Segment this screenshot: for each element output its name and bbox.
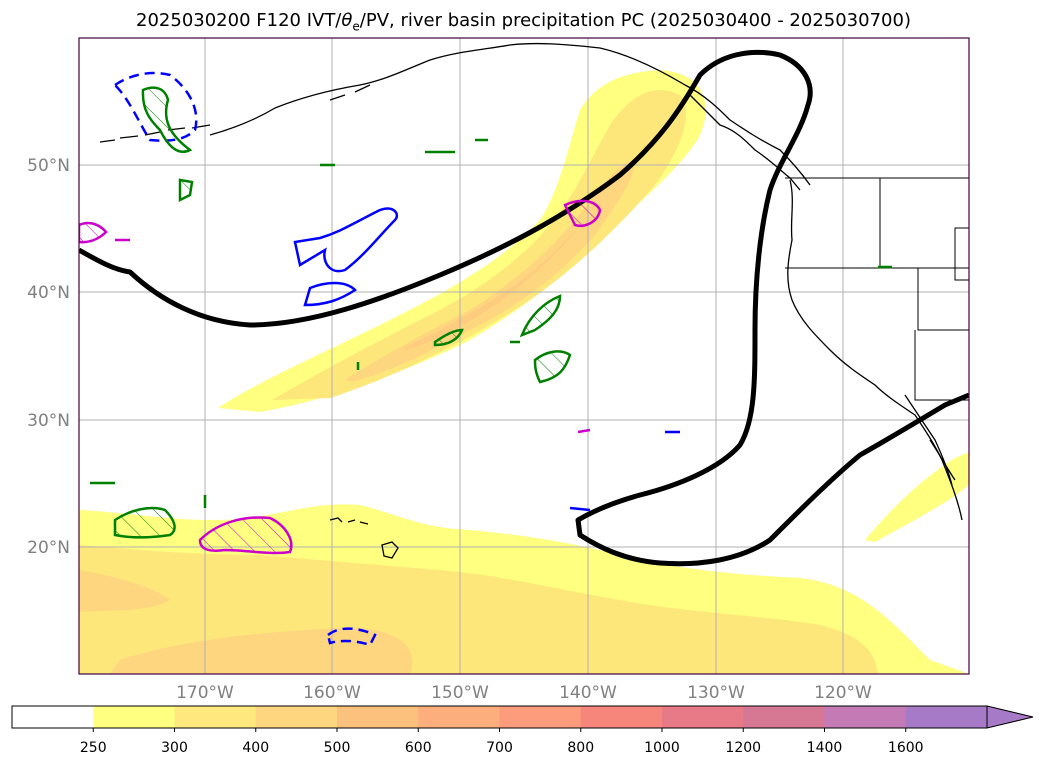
- pv-contours-low: [113, 71, 680, 647]
- colorbar-label: 700: [486, 740, 513, 756]
- ivt-south-400b: [110, 627, 413, 674]
- lat-tick-labels: 50°N 40°N 30°N 20°N: [27, 156, 70, 558]
- colorbar-segments: [12, 706, 988, 728]
- colorbar-segment: [743, 706, 825, 728]
- colorbar-label: 400: [242, 740, 269, 756]
- pv-high-2: [563, 199, 602, 227]
- theta-symbol: θ: [341, 10, 353, 31]
- title-prefix: 2025030200 F120 IVT/: [136, 10, 342, 31]
- lon-label-120w: 120°W: [814, 683, 872, 703]
- baja-gulf: [904, 394, 956, 486]
- ivt-ar-250: [218, 70, 706, 412]
- pv-low-1: [293, 207, 399, 273]
- colorbar-label: 800: [567, 740, 594, 756]
- ivt-east-250: [865, 452, 969, 542]
- colorbar-segment: [337, 706, 419, 728]
- colorbar-label: 500: [324, 740, 351, 756]
- colorbar-segment: [255, 706, 338, 728]
- alaska-coast: [209, 42, 811, 186]
- theta-e-small: [90, 138, 892, 508]
- pv-high-4: [115, 238, 591, 434]
- theta-subscript: e: [352, 19, 360, 34]
- colorbar-label: 300: [161, 740, 188, 756]
- hawaii: [329, 517, 399, 559]
- coastlines: [99, 42, 969, 559]
- theta-e-4: [433, 328, 464, 347]
- colorbar-label: 1400: [807, 740, 843, 756]
- lat-label-20: 20°N: [27, 538, 70, 558]
- theta-e-6: [178, 178, 194, 203]
- colorbar-segment: [824, 706, 907, 728]
- pv-contours-high: [79, 199, 602, 555]
- colorbar-label: 250: [80, 740, 107, 756]
- colorbar-label: 1200: [725, 740, 761, 756]
- pv-low-dashed-1: [113, 71, 198, 142]
- theta-e-contours: [90, 86, 892, 539]
- lat-label-30: 30°N: [27, 411, 70, 431]
- colorbar-segment: [662, 706, 744, 728]
- aleutians: [99, 84, 371, 143]
- map-frame: [78, 37, 970, 675]
- pc-contour: [79, 49, 969, 567]
- colorbar-extend-arrow: [986, 705, 1034, 729]
- lat-label-40: 40°N: [27, 283, 70, 303]
- colorbar-segment: [580, 706, 663, 728]
- colorbar-segment: [905, 706, 988, 728]
- lon-tick-labels: 170°W 160°W 150°W 140°W 130°W 120°W: [176, 683, 872, 703]
- colorbar-segment: [93, 706, 175, 728]
- lon-label-130w: 130°W: [687, 683, 745, 703]
- colorbar-segment: [418, 706, 500, 728]
- colorbar-label: 1600: [888, 740, 924, 756]
- lon-label-140w: 140°W: [559, 683, 617, 703]
- ivt-ar-300: [272, 89, 686, 400]
- colorbar-segment: [174, 706, 257, 728]
- pv-low-2: [303, 281, 357, 307]
- lon-label-150w: 150°W: [431, 683, 489, 703]
- colorbar: 250 300 400 500 600 700 800 1000 1200 1400 1600: [11, 705, 1034, 756]
- lon-label-160w: 160°W: [303, 683, 361, 703]
- theta-e-2: [533, 350, 572, 384]
- map-area: [79, 38, 969, 674]
- lon-label-170w: 170°W: [176, 683, 234, 703]
- colorbar-segment: [12, 706, 94, 728]
- map-title: 2025030200 F120 IVT/θe/PV, river basin p…: [0, 10, 1047, 34]
- theta-e-1: [113, 506, 176, 539]
- pv-high-1: [198, 516, 293, 555]
- ivt-south-400: [79, 570, 170, 612]
- colorbar-label: 600: [405, 740, 432, 756]
- lat-label-50: 50°N: [27, 156, 70, 176]
- title-suffix: /PV, river basin precipitation PC (20250…: [359, 10, 911, 31]
- colorbar-segment: [499, 706, 582, 728]
- pv-low-small: [569, 430, 680, 512]
- graticule: [79, 38, 969, 674]
- theta-e-5: [141, 86, 193, 154]
- theta-e-3: [519, 294, 562, 338]
- colorbar-labels: 250 300 400 500 600 700 800 1000 1200 1400 1600: [80, 728, 924, 756]
- pv-high-3: [79, 221, 108, 244]
- state-borders: [785, 177, 969, 401]
- colorbar-label: 1000: [644, 740, 680, 756]
